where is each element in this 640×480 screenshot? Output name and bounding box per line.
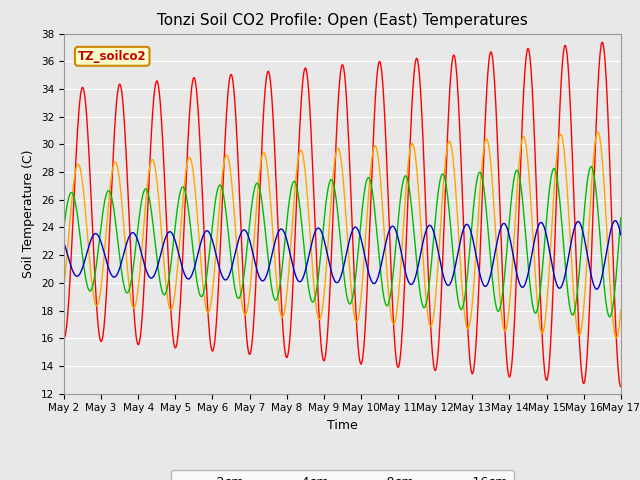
-16cm	[611, 218, 619, 224]
-2cm	[60, 336, 68, 341]
-4cm	[88, 285, 96, 290]
-8cm	[606, 314, 614, 320]
-4cm	[612, 335, 620, 341]
-4cm	[601, 191, 609, 196]
-2cm	[316, 327, 324, 333]
-8cm	[60, 223, 68, 229]
X-axis label: Time: Time	[327, 419, 358, 432]
-16cm	[499, 222, 506, 228]
-4cm	[601, 195, 609, 201]
-8cm	[601, 291, 609, 297]
-16cm	[331, 278, 339, 284]
-4cm	[316, 316, 324, 322]
Text: TZ_soilco2: TZ_soilco2	[78, 50, 147, 63]
-2cm	[88, 223, 96, 229]
-8cm	[601, 288, 609, 294]
Y-axis label: Soil Temperature (C): Soil Temperature (C)	[22, 149, 35, 278]
-4cm	[499, 319, 506, 325]
-2cm	[499, 272, 506, 277]
Line: -4cm: -4cm	[64, 132, 621, 338]
-16cm	[88, 234, 96, 240]
-2cm	[601, 57, 609, 62]
-8cm	[587, 164, 595, 169]
-16cm	[601, 258, 609, 264]
-8cm	[316, 259, 324, 264]
-16cm	[60, 240, 68, 246]
-8cm	[331, 187, 339, 192]
-2cm	[598, 39, 606, 45]
Line: -8cm: -8cm	[64, 167, 621, 317]
-2cm	[617, 384, 625, 390]
-2cm	[601, 53, 609, 59]
-16cm	[593, 286, 600, 292]
-2cm	[331, 170, 339, 176]
-4cm	[331, 158, 339, 164]
Line: -16cm: -16cm	[64, 221, 621, 289]
Legend: -2cm, -4cm, -8cm, -16cm: -2cm, -4cm, -8cm, -16cm	[171, 470, 514, 480]
-8cm	[617, 215, 625, 221]
Title: Tonzi Soil CO2 Profile: Open (East) Temperatures: Tonzi Soil CO2 Profile: Open (East) Temp…	[157, 13, 528, 28]
-4cm	[617, 307, 625, 313]
-4cm	[60, 282, 68, 288]
-4cm	[594, 129, 602, 135]
Line: -2cm: -2cm	[64, 42, 621, 387]
-8cm	[499, 292, 506, 298]
-16cm	[316, 226, 324, 232]
-16cm	[617, 232, 625, 238]
-16cm	[601, 260, 609, 265]
-8cm	[88, 284, 96, 290]
